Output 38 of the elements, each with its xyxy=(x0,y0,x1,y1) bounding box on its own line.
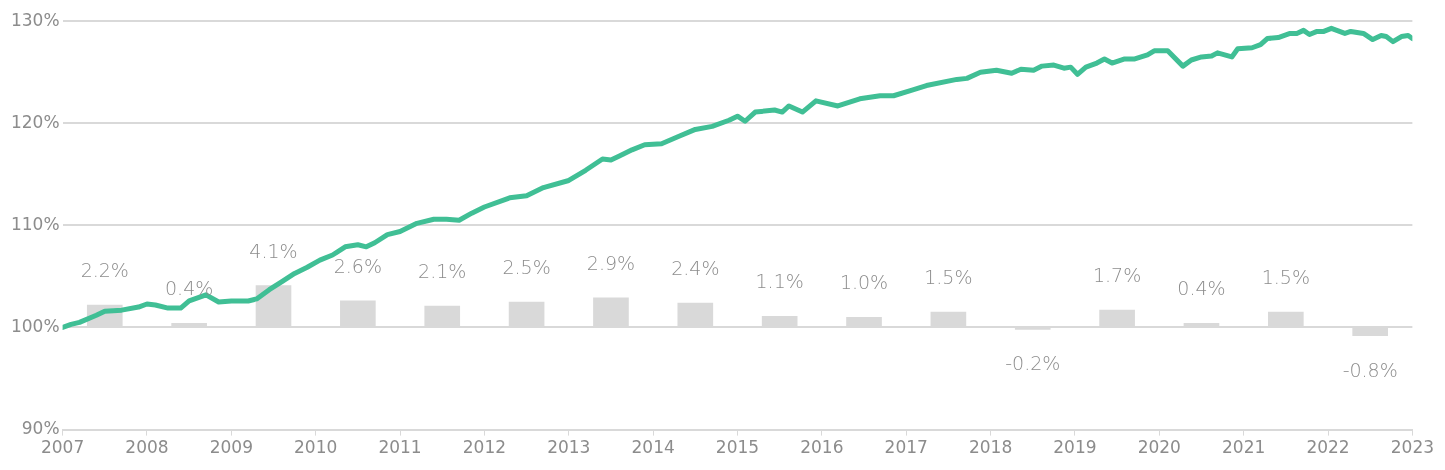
x-tick-label: 2010 xyxy=(294,437,338,458)
x-tick-label: 2016 xyxy=(800,437,844,458)
x-tick-label: 2007 xyxy=(40,437,85,458)
x-tick-label: 2023 xyxy=(1390,437,1434,458)
y-tick-label: 110% xyxy=(10,213,60,234)
data-label: 2.1% xyxy=(418,260,467,282)
y-tick-label: 100% xyxy=(10,315,60,336)
x-tick-label: 2011 xyxy=(378,437,422,458)
data-label: -0.8% xyxy=(1342,358,1398,381)
x-tick-label: 2020 xyxy=(1137,437,1181,458)
data-label: 4.1% xyxy=(249,239,298,262)
x-tick-label: 2021 xyxy=(1222,437,1266,458)
y-tick-label: 90% xyxy=(21,418,60,439)
data-label: 1.0% xyxy=(839,271,889,294)
data-label: 1.7% xyxy=(1092,264,1142,287)
data-label: 2.4% xyxy=(671,256,720,279)
data-label: 2.9% xyxy=(586,251,636,274)
data-label: -0.2% xyxy=(1005,352,1061,375)
y-tick-label: 130% xyxy=(10,9,60,30)
x-tick-label: 2015 xyxy=(715,437,760,458)
x-tick-label: 2017 xyxy=(884,437,928,458)
data-label: 2.5% xyxy=(502,255,551,278)
x-tick-label: 2014 xyxy=(631,437,675,458)
data-label: 1.5% xyxy=(924,266,973,289)
x-tick-label: 2022 xyxy=(1306,437,1350,458)
data-label: 1.1% xyxy=(755,270,804,293)
x-tick-label: 2018 xyxy=(968,437,1013,458)
data-label: 2.2% xyxy=(80,258,129,281)
x-tick-label: 2019 xyxy=(1053,437,1097,458)
data-label: 2.6% xyxy=(333,254,382,277)
data-label: 0.4% xyxy=(165,277,214,300)
x-tick-label: 2008 xyxy=(125,437,169,458)
x-tick-label: 2013 xyxy=(547,437,591,458)
x-tick-label: 2009 xyxy=(209,437,253,458)
y-tick-label: 120% xyxy=(10,111,60,132)
data-label: 0.4% xyxy=(1177,277,1226,300)
data-label: 1.5% xyxy=(1261,266,1310,289)
x-tick-label: 2012 xyxy=(462,437,507,458)
